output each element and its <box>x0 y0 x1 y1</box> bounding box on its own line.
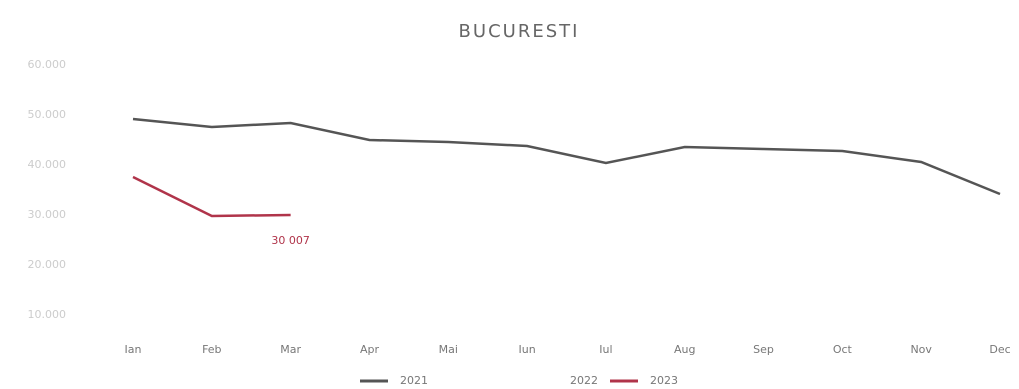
x-tick-label: Feb <box>202 343 221 356</box>
legend-label: 2021 <box>400 374 428 387</box>
x-tick-label: Mai <box>439 343 458 356</box>
x-tick-label: Aug <box>674 343 695 356</box>
x-tick-label: Iun <box>518 343 535 356</box>
y-tick-label: 60.000 <box>28 58 67 71</box>
y-tick-label: 10.000 <box>28 308 67 321</box>
x-tick-label: Ian <box>125 343 142 356</box>
x-tick-label: Sep <box>753 343 774 356</box>
y-tick-label: 50.000 <box>28 108 67 121</box>
x-tick-label: Mar <box>280 343 301 356</box>
legend-label: 2022 <box>570 374 598 387</box>
data-label: 30 007 <box>271 234 310 247</box>
x-tick-label: Oct <box>833 343 853 356</box>
series-line <box>132 117 1001 196</box>
y-tick-label: 40.000 <box>28 158 67 171</box>
x-tick-label: Iul <box>599 343 612 356</box>
series-line <box>132 175 291 218</box>
legend-label: 2023 <box>650 374 678 387</box>
x-tick-label: Dec <box>989 343 1010 356</box>
y-tick-label: 30.000 <box>28 208 67 221</box>
x-tick-label: Apr <box>360 343 380 356</box>
x-tick-label: Nov <box>910 343 932 356</box>
chart-title: BUCURESTI <box>459 21 580 42</box>
y-tick-label: 20.000 <box>28 258 67 271</box>
